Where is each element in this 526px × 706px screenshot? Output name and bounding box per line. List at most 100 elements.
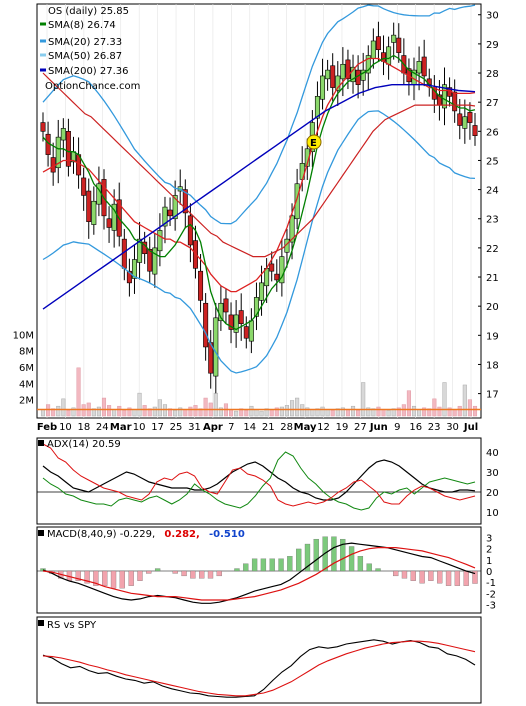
volume-axis-label: 10M (13, 330, 34, 341)
volume-bar (127, 407, 132, 417)
price-axis-label: 23 (486, 215, 499, 226)
legend-item-sma8: SMA(8) 26.74 (40, 20, 116, 31)
macd-histogram-bar (146, 570, 152, 574)
volume-bar (411, 405, 417, 417)
volume-bar (147, 408, 152, 417)
macd-label-main: MACD(8,40,9) -0.229, (47, 529, 155, 540)
svg-text:SMA(200) 27.36: SMA(200) 27.36 (48, 66, 129, 77)
macd-histogram-bar (428, 570, 434, 581)
x-tick-label: Jun (369, 422, 388, 433)
chart-title: OS (daily) 25.85 (48, 6, 129, 17)
candle-body (452, 91, 458, 112)
svg-text:MACD(8,40,9) -0.229, 0.2: MACD(8,40,9) -0.229, 0.282, -0.510 (47, 529, 245, 540)
macd-histogram-bar (75, 570, 81, 581)
macd-axis-label: -3 (486, 600, 496, 611)
volume-bar (91, 408, 96, 417)
candle-body (370, 40, 376, 59)
candle-body (86, 190, 92, 222)
price-axis-label: 29 (486, 40, 499, 51)
axis-labels: 302928272625242322212019181710M8M6M4M2MF… (13, 11, 499, 612)
volume-bar (406, 390, 411, 417)
macd-histogram-bar (393, 570, 399, 577)
volume-axis-label: 8M (19, 347, 34, 358)
volume-bar (137, 392, 142, 417)
macd-histogram-bar (93, 570, 99, 586)
macd-histogram-bar (287, 556, 293, 572)
macd-histogram-bar (304, 543, 311, 572)
volume-bar (310, 409, 315, 417)
macd-histogram-bar (260, 558, 267, 572)
price-axis-label: 25 (486, 156, 499, 167)
volume-bar (132, 409, 137, 417)
candle-body (274, 273, 280, 281)
candle-body (147, 249, 153, 272)
macd-value-1: 0.282, (164, 529, 199, 540)
macd-histogram-bar (216, 570, 222, 577)
x-tick-label: 18 (78, 422, 91, 433)
volume-bar (325, 409, 330, 417)
legend-item-sma50: SMA(50) 26.87 (40, 51, 122, 62)
candle-body (187, 215, 193, 246)
price-axis-label: 22 (486, 244, 499, 255)
volume-bar (168, 408, 173, 417)
volume-bar (254, 409, 259, 417)
x-tick-label: 30 (446, 422, 459, 433)
volume-bar (467, 399, 472, 417)
rs-panel (36, 616, 482, 704)
x-tick-label: Apr (203, 422, 223, 433)
volume-bar (122, 410, 127, 417)
macd-histogram-bar (199, 570, 205, 579)
candle-body (228, 314, 234, 330)
price-axis-label: 24 (486, 186, 499, 197)
macd-histogram-bar (296, 548, 302, 572)
x-tick-label: Mar (110, 422, 132, 433)
x-tick-label: 12 (317, 422, 330, 433)
volume-bar (61, 398, 66, 417)
volume-bar (401, 404, 406, 417)
price-axis-label: 30 (486, 11, 499, 22)
macd-line (42, 542, 476, 604)
candle-body (350, 66, 356, 83)
candle-body (55, 136, 61, 169)
macd-histogram-bar (437, 570, 443, 584)
x-tick-label: 16 (409, 422, 422, 433)
volume-bar (371, 408, 376, 417)
candle-body (391, 34, 397, 43)
x-tick-label: 27 (354, 422, 367, 433)
volume-bar (386, 410, 391, 417)
candle-body (126, 270, 132, 284)
x-tick-label: 23 (428, 422, 441, 433)
volume-bar (213, 392, 218, 417)
candle-body (365, 55, 371, 74)
price-axis-label: 18 (486, 360, 499, 371)
candle-body (467, 112, 473, 123)
volume-bar (305, 407, 310, 417)
volume-bar (264, 408, 269, 417)
volume-bar (366, 407, 371, 417)
sma50-line (42, 72, 476, 258)
candle-body (457, 113, 463, 126)
volume-bar (117, 405, 122, 417)
volume-bar (300, 404, 305, 417)
candle-body (375, 36, 381, 51)
volume-bar (157, 399, 162, 417)
legend-item-sma200: SMA(200) 27.36 (40, 66, 129, 77)
volume-bar (279, 406, 284, 417)
candle-body (213, 317, 219, 377)
rs-sma-line (42, 640, 476, 697)
svg-text:RS vs SPY: RS vs SPY (47, 620, 97, 631)
volume-axis-label: 6M (19, 363, 34, 374)
volume-bar (447, 407, 452, 417)
adx-axis-label: 20 (486, 488, 499, 499)
candle-body (152, 247, 158, 275)
macd-histogram-bar (463, 570, 469, 586)
macd-histogram-bar (181, 570, 187, 577)
macd-histogram-bar (84, 570, 90, 584)
candle-body (320, 75, 326, 100)
candle-body (416, 61, 422, 74)
candle-body (289, 215, 295, 243)
volume-bar (452, 409, 457, 417)
price-axis-label: 20 (486, 302, 499, 313)
macd-histogram-bar (207, 570, 214, 579)
earnings-marker: E (306, 134, 322, 150)
